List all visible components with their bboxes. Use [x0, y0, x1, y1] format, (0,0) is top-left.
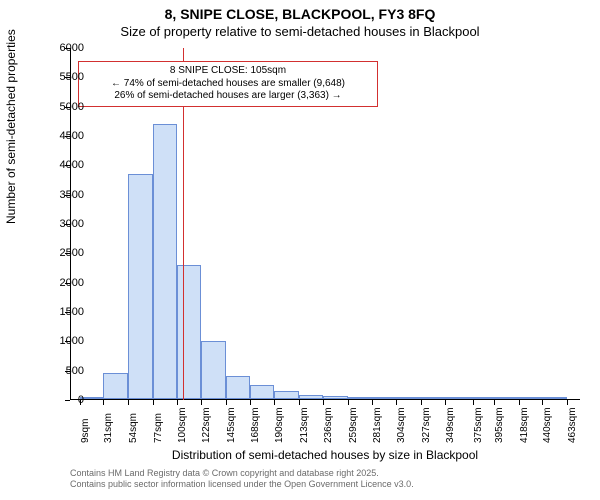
chart-footer: Contains HM Land Registry data © Crown c…: [70, 468, 414, 491]
x-tick-label: 31sqm: [103, 413, 114, 443]
footer-line2: Contains public sector information licen…: [70, 479, 414, 490]
footer-line1: Contains HM Land Registry data © Crown c…: [70, 468, 414, 479]
x-tick-label: 100sqm: [177, 407, 188, 443]
histogram-bar: [372, 397, 397, 399]
y-tick-label: 1500: [44, 306, 84, 318]
x-tick: [250, 400, 251, 405]
x-tick: [201, 400, 202, 405]
x-tick-label: 213sqm: [299, 407, 310, 443]
y-tick-label: 3000: [44, 218, 84, 230]
x-tick: [567, 400, 568, 405]
chart-container: 8, SNIPE CLOSE, BLACKPOOL, FY3 8FQ Size …: [0, 0, 600, 500]
x-tick-label: 122sqm: [201, 407, 212, 443]
x-tick: [372, 400, 373, 405]
histogram-bar: [421, 397, 445, 399]
x-tick: [128, 400, 129, 405]
x-tick-label: 9sqm: [80, 419, 91, 443]
y-tick-label: 2500: [44, 247, 84, 259]
histogram-bar: [445, 397, 473, 399]
histogram-bar: [348, 397, 372, 399]
x-tick: [519, 400, 520, 405]
y-tick-label: 2000: [44, 277, 84, 289]
histogram-bar: [226, 376, 251, 399]
y-tick-label: 5500: [44, 71, 84, 83]
histogram-bar: [396, 397, 421, 399]
histogram-bar: [542, 397, 567, 399]
annotation-line: 26% of semi-detached houses are larger (…: [85, 90, 371, 103]
histogram-bar: [323, 396, 348, 399]
x-tick-label: 440sqm: [542, 407, 553, 443]
y-tick-label: 5000: [44, 101, 84, 113]
x-tick-label: 168sqm: [250, 407, 261, 443]
histogram-bar: [299, 395, 324, 399]
x-tick: [445, 400, 446, 405]
chart-title-line2: Size of property relative to semi-detach…: [0, 24, 600, 39]
histogram-bar: [128, 174, 153, 399]
annotation-box: 8 SNIPE CLOSE: 105sqm← 74% of semi-detac…: [78, 61, 378, 107]
x-tick-label: 77sqm: [153, 413, 164, 443]
histogram-bar: [494, 397, 519, 399]
x-tick-label: 349sqm: [445, 407, 456, 443]
x-tick: [299, 400, 300, 405]
y-tick-label: 500: [44, 365, 84, 377]
x-tick-label: 463sqm: [567, 407, 578, 443]
x-tick: [274, 400, 275, 405]
x-tick-label: 145sqm: [226, 407, 237, 443]
histogram-bar: [519, 397, 543, 399]
x-tick-label: 190sqm: [274, 407, 285, 443]
x-tick-label: 259sqm: [348, 407, 359, 443]
x-tick: [396, 400, 397, 405]
histogram-bar: [274, 391, 299, 399]
x-tick: [226, 400, 227, 405]
x-tick: [473, 400, 474, 405]
histogram-bar: [153, 124, 178, 399]
plot-area: 9sqm31sqm54sqm77sqm100sqm122sqm145sqm168…: [70, 48, 580, 400]
x-tick: [494, 400, 495, 405]
y-tick-label: 3500: [44, 189, 84, 201]
x-tick: [103, 400, 104, 405]
x-tick: [153, 400, 154, 405]
x-tick-label: 395sqm: [494, 407, 505, 443]
x-tick-label: 54sqm: [128, 413, 139, 443]
x-axis-label: Distribution of semi-detached houses by …: [70, 448, 580, 462]
histogram-bar: [201, 341, 226, 399]
histogram-bar: [177, 265, 201, 399]
x-tick-label: 281sqm: [372, 407, 383, 443]
annotation-line: ← 74% of semi-detached houses are smalle…: [85, 78, 371, 91]
histogram-bar: [103, 373, 128, 399]
y-axis-label: Number of semi-detached properties: [4, 29, 18, 224]
annotation-line: 8 SNIPE CLOSE: 105sqm: [85, 65, 371, 78]
y-tick-label: 1000: [44, 335, 84, 347]
x-tick: [177, 400, 178, 405]
x-tick-label: 327sqm: [421, 407, 432, 443]
histogram-bar: [250, 385, 274, 399]
x-tick: [421, 400, 422, 405]
y-tick-label: 0: [44, 394, 84, 406]
x-tick-label: 375sqm: [473, 407, 484, 443]
histogram-bar: [473, 397, 494, 399]
x-tick: [542, 400, 543, 405]
x-tick-label: 418sqm: [519, 407, 530, 443]
x-tick-label: 236sqm: [323, 407, 334, 443]
chart-title-line1: 8, SNIPE CLOSE, BLACKPOOL, FY3 8FQ: [0, 6, 600, 22]
y-tick-label: 4000: [44, 159, 84, 171]
x-tick: [348, 400, 349, 405]
y-tick-label: 4500: [44, 130, 84, 142]
x-tick-label: 304sqm: [396, 407, 407, 443]
x-tick: [323, 400, 324, 405]
y-tick-label: 6000: [44, 42, 84, 54]
x-axis-line: [70, 399, 580, 400]
